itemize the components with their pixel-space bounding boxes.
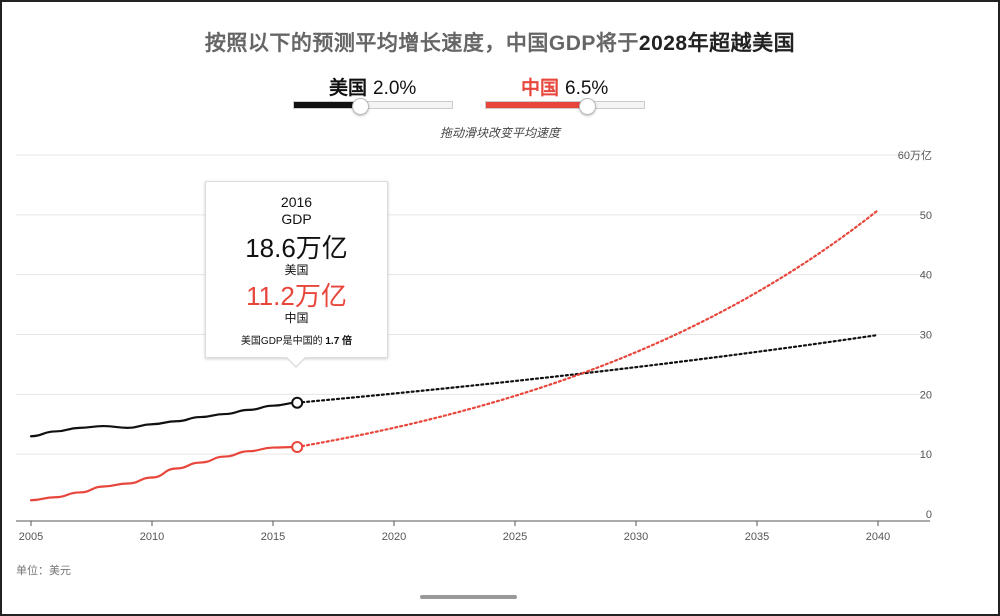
series-line-historical-1 bbox=[29, 445, 299, 502]
slider-hint: 拖动滑块改变平均速度 bbox=[439, 126, 560, 140]
cn-growth-slider[interactable] bbox=[485, 101, 645, 109]
title-highlight: 2028年超越美国 bbox=[638, 32, 796, 55]
x-tick-label: 2040 bbox=[866, 531, 890, 543]
series-marker-1 bbox=[291, 440, 304, 453]
tooltip-ratio-prefix: 美国GDP是中国的 bbox=[240, 336, 323, 347]
us-slider-rate: 2.0% bbox=[373, 78, 417, 99]
us-slider-country: 美国 bbox=[329, 78, 368, 99]
cn-slider-label: 中国 6.5% bbox=[521, 73, 608, 100]
us-slider-fill bbox=[294, 102, 362, 108]
y-tick-label: 10 bbox=[920, 449, 932, 461]
y-tick-label: 30 bbox=[920, 330, 932, 342]
x-tick-label: 2020 bbox=[382, 531, 406, 543]
tooltip-cn-value: 11.2万亿 bbox=[246, 281, 347, 311]
y-tick-label: 50 bbox=[920, 210, 932, 222]
x-tick-label: 2035 bbox=[745, 531, 769, 543]
y-tick-label: 20 bbox=[920, 389, 932, 401]
horizontal-scrollbar[interactable] bbox=[420, 595, 517, 599]
series-line-historical-0 bbox=[29, 401, 299, 438]
cn-slider-rate: 6.5% bbox=[565, 78, 609, 99]
tooltip-cn-label: 中国 bbox=[284, 311, 309, 325]
y-tick-label: 0 bbox=[926, 509, 932, 521]
series-marker-0 bbox=[291, 396, 304, 409]
x-tick-label: 2030 bbox=[624, 531, 648, 543]
tooltip-label: GDP bbox=[281, 211, 312, 227]
title-text: 按照以下的预测平均增长速度，中国GDP将于 bbox=[204, 32, 639, 55]
tooltip-ratio: 美国GDP是中国的 1.7 倍 bbox=[206, 332, 387, 347]
tooltip-us-value: 18.6万亿 bbox=[245, 233, 348, 263]
x-tick-label: 2015 bbox=[261, 531, 285, 543]
x-tick-label: 2005 bbox=[19, 531, 43, 543]
cn-slider-country: 中国 bbox=[521, 78, 560, 99]
series-line-projection-1 bbox=[296, 209, 880, 449]
tooltip-us-label: 美国 bbox=[284, 263, 309, 277]
tooltip-ratio-value: 1.7 倍 bbox=[325, 336, 353, 347]
tooltip-year: 2016 bbox=[280, 194, 313, 210]
x-tick-label: 2025 bbox=[503, 531, 527, 543]
x-tick-label: 2010 bbox=[140, 531, 164, 543]
cn-slider-fill bbox=[486, 102, 589, 108]
tooltip-arrow bbox=[287, 357, 305, 366]
chart-title: 按照以下的预测平均增长速度，中国GDP将于2028年超越美国 bbox=[0, 27, 1000, 57]
us-growth-slider[interactable] bbox=[293, 101, 453, 109]
us-slider-thumb[interactable] bbox=[352, 98, 370, 115]
y-tick-label: 60万亿 bbox=[898, 149, 932, 162]
series-line-projection-0 bbox=[296, 333, 880, 404]
us-slider-label: 美国 2.0% bbox=[329, 73, 416, 100]
unit-note: 单位：美元 bbox=[16, 565, 71, 577]
cn-slider-thumb[interactable] bbox=[579, 98, 597, 115]
y-tick-label: 40 bbox=[920, 270, 932, 282]
tooltip: 2016 GDP 18.6万亿 美国 11.2万亿 中国 美国GDP是中国的 1… bbox=[205, 181, 388, 368]
